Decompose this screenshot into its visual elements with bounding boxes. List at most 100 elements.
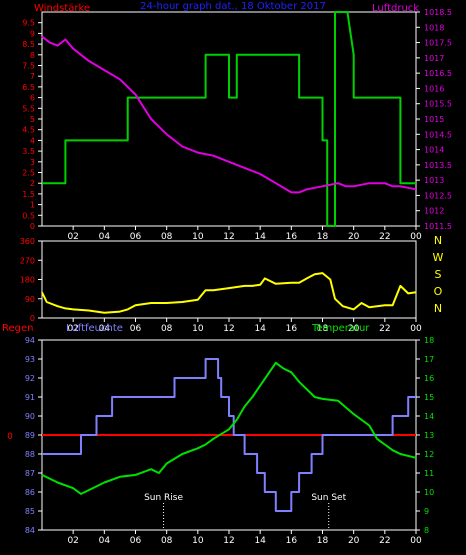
y-tick-label: 0 [30,222,35,231]
y-tick-label: 1015.5 [424,100,452,109]
y-tick-label: 2.5 [22,169,35,178]
y-tick-label: 1018 [424,23,444,32]
y-tick-label: 89 [25,431,35,440]
y-tick-label: 6.5 [22,83,35,92]
wind-axis-ticks: 0 0.51 1.5 22.5 3 3.5 44.5 5 5.56 6.5 77.5 8 8.5 99.5 [22,19,42,231]
x-tick-label: 02 [67,536,78,546]
y-tick-label: 1017.5 [424,39,452,48]
y-tick-label: 3.5 [22,147,35,156]
y-tick-label: 18 [424,336,434,345]
wind-axis-label: Windstärke [34,3,90,14]
panel-frame [41,240,417,319]
x-tick-label: 08 [161,324,173,334]
humidity-axis-ticks: 84 85 86 87 88 89 90 91 92 93 94 [25,336,42,535]
y-tick-label: 8.5 [22,40,35,49]
x-tick-label: 18 [317,232,329,242]
time-axis-ticks: 02 04 06 08 10 12 14 16 18 20 22 00 [67,318,422,334]
x-tick-label: 08 [161,232,173,242]
y-tick-label: 14 [424,412,434,421]
compass-label: W [433,251,444,264]
x-tick-label: 14 [254,232,266,242]
y-tick-label: 3 [30,158,35,167]
compass-label: S [435,268,442,281]
y-tick-label: 87 [25,469,35,478]
x-tick-label: 18 [317,536,329,546]
x-tick-label: 04 [99,536,111,546]
x-tick-label: 16 [286,536,298,546]
series-group [41,358,417,512]
y-tick-label: 0 [30,314,35,323]
chart-title: 24-hour graph dat., 18 Oktober 2017 [140,1,326,12]
y-tick-label: 1013 [424,176,444,185]
x-tick-label: 12 [223,324,234,334]
x-tick-label: 12 [223,536,234,546]
x-tick-label: 06 [130,324,142,334]
temperature-label: Temperatur [311,323,370,334]
y-tick-label: 7 [30,72,35,81]
time-axis-ticks: 02 04 06 08 10 12 14 16 18 20 22 00 [67,530,422,546]
y-tick-label: 270 [20,256,35,265]
y-tick-label: 90 [25,412,35,421]
x-tick-label: 00 [410,536,422,546]
y-tick-label: 5 [30,115,35,124]
x-tick-label: 06 [130,536,142,546]
y-tick-label: 92 [25,374,35,383]
y-tick-label: 8 [424,526,429,535]
y-tick-label: 0.5 [22,211,35,220]
x-tick-label: 18 [317,324,329,334]
x-tick-label: 08 [161,536,173,546]
compass-label: N [434,302,442,315]
y-tick-label: 1011.5 [424,222,452,231]
x-tick-label: 10 [192,324,204,334]
pressure-axis-ticks: 1011.5 1012 1012.5 1013 1013.5 1014 1014.5 1015… [416,8,452,231]
rain-tick-label: 0 [7,432,13,442]
x-tick-label: 02 [67,232,78,242]
humidity-label: Luftfeuchte [66,323,123,334]
sun-marker-label: Sun Rise [144,493,183,503]
direction-axis-ticks: 0 90 180 270 360 [20,237,42,323]
y-tick-label: 1018.5 [424,8,452,17]
y-tick-label: 1012 [424,207,444,216]
y-tick-label: 4.5 [22,126,35,135]
series-group [41,272,417,314]
x-tick-label: 10 [192,232,204,242]
y-tick-label: 1014 [424,146,444,155]
panel-frame [41,11,417,227]
x-tick-label: 16 [286,232,298,242]
time-axis-ticks: 02 04 06 08 10 12 14 16 18 20 22 00 [67,226,422,242]
sun-annotations: Sun Rise Sun Set [144,493,347,530]
rain-axis-ticks: 0 [7,432,13,442]
y-tick-label: 1017 [424,54,444,63]
y-tick-label: 8 [30,51,35,60]
pressure-axis-label: Luftdruck [372,3,419,14]
x-tick-label: 20 [348,536,360,546]
wind-series-line [42,11,416,227]
y-tick-label: 1014.5 [424,130,452,139]
humidity-temperature-panel: Regen Luftfeuchte Temperatur 84858687888… [2,323,434,546]
y-tick-label: 5.5 [22,104,35,113]
y-tick-label: 90 [25,295,35,304]
y-tick-label: 88 [25,450,35,459]
x-tick-label: 22 [379,324,390,334]
series-group [41,11,417,227]
temperature-axis-ticks: 8 9 10 11 12 13 14 15 16 17 18 [416,336,434,535]
x-tick-label: 16 [286,324,298,334]
y-tick-label: 1012.5 [424,191,452,200]
y-tick-label: 1016.5 [424,69,452,78]
y-tick-label: 180 [20,276,35,285]
y-tick-label: 1 [30,201,35,210]
y-tick-label: 16 [424,374,434,383]
x-tick-label: 00 [410,232,422,242]
x-tick-label: 12 [223,232,234,242]
x-tick-label: 02 [67,324,78,334]
wind-pressure-panel: 24-hour graph dat., 18 Oktober 2017 Wind… [22,1,452,242]
rain-label: Regen [2,323,34,334]
y-tick-label: 1.5 [22,190,35,199]
y-tick-label: 13 [424,431,434,440]
x-tick-label: 22 [379,536,390,546]
y-tick-label: 84 [25,526,35,535]
y-tick-label: 1013.5 [424,161,452,170]
y-tick-label: 9 [424,507,429,516]
y-tick-label: 7.5 [22,62,35,71]
